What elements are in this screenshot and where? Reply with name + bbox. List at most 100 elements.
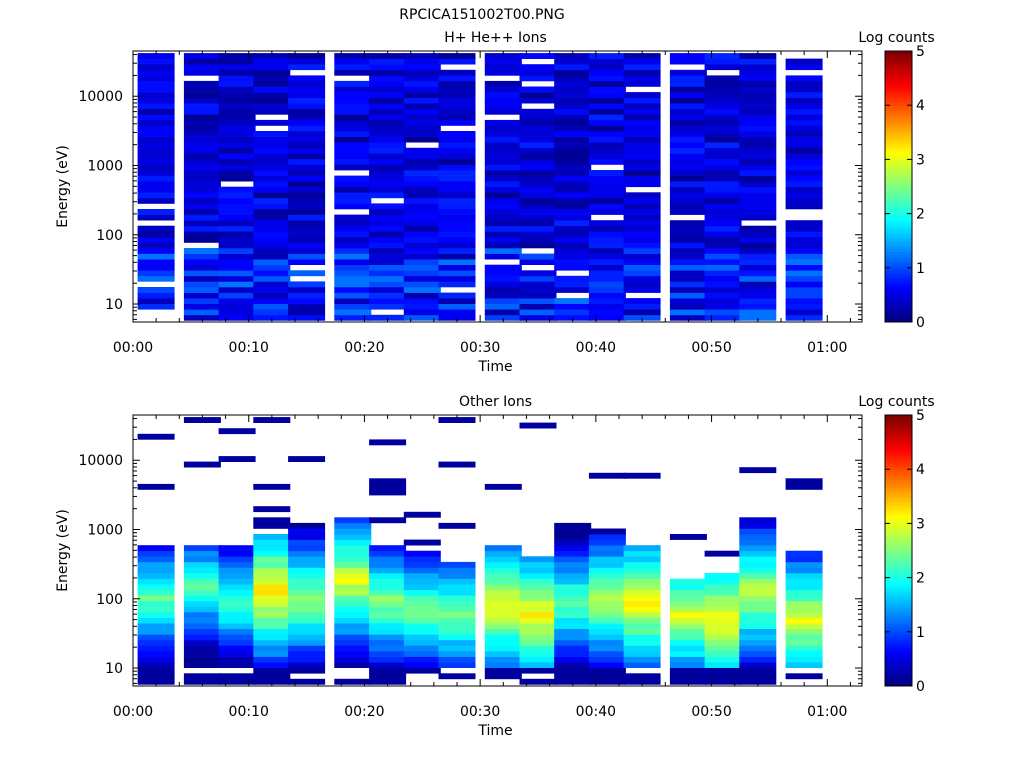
x-tick-label: 00:50 bbox=[691, 340, 731, 356]
heatmap-cell bbox=[484, 314, 522, 321]
heatmap-cell bbox=[519, 147, 557, 154]
colorbar-swatch bbox=[885, 75, 912, 79]
heatmap-cell bbox=[137, 75, 175, 82]
heatmap-cell bbox=[253, 253, 291, 260]
colorbar-swatch bbox=[885, 650, 912, 654]
heatmap-cell bbox=[137, 606, 175, 613]
heatmap-cell bbox=[554, 97, 592, 104]
heatmap-cell bbox=[403, 253, 441, 260]
heatmap-cell bbox=[519, 181, 557, 188]
heatmap-cell bbox=[218, 259, 256, 265]
colorbar-swatch bbox=[885, 246, 912, 250]
heatmap-cell bbox=[669, 175, 707, 182]
heatmap-cell bbox=[704, 634, 742, 641]
heatmap-cell bbox=[588, 472, 626, 479]
heatmap-cell bbox=[739, 281, 777, 288]
heatmap-cell bbox=[588, 153, 626, 160]
heatmap-cell bbox=[739, 53, 777, 59]
heatmap-cell bbox=[438, 153, 476, 160]
colorbar-swatch bbox=[885, 485, 912, 489]
heatmap-cell bbox=[785, 259, 823, 265]
heatmap-cell bbox=[669, 673, 707, 680]
heatmap-cell bbox=[137, 142, 175, 149]
heatmap-cell bbox=[519, 314, 557, 321]
heatmap-cell bbox=[369, 606, 407, 613]
heatmap-cell bbox=[369, 248, 407, 254]
heatmap-cell bbox=[704, 86, 742, 93]
colorbar-swatch bbox=[885, 561, 912, 565]
heatmap-cell bbox=[218, 645, 256, 652]
heatmap-cell bbox=[554, 567, 592, 574]
heatmap-cell bbox=[588, 192, 626, 199]
heatmap-cell bbox=[554, 281, 592, 288]
heatmap-cell bbox=[218, 214, 256, 221]
heatmap-cell bbox=[253, 92, 291, 98]
heatmap-cell bbox=[334, 108, 372, 115]
heatmap-cell bbox=[334, 539, 372, 546]
heatmap-cell bbox=[623, 92, 661, 98]
heatmap-cell bbox=[785, 75, 823, 82]
heatmap-cell bbox=[334, 197, 372, 204]
heatmap-cell bbox=[519, 69, 557, 76]
heatmap-cell bbox=[183, 461, 221, 468]
heatmap-cell bbox=[218, 634, 256, 641]
heatmap-cell bbox=[369, 561, 407, 568]
heatmap-cell bbox=[218, 589, 256, 596]
heatmap-cell bbox=[438, 461, 476, 468]
heatmap-cell bbox=[137, 214, 175, 221]
heatmap-cell bbox=[137, 617, 175, 624]
colorbar-swatch bbox=[885, 474, 912, 478]
heatmap-cell bbox=[288, 92, 326, 98]
heatmap-cell bbox=[704, 147, 742, 154]
heatmap-cell bbox=[669, 287, 707, 293]
colorbar-frame bbox=[884, 414, 913, 687]
heatmap-cell bbox=[438, 634, 476, 641]
heatmap-cell bbox=[183, 131, 221, 137]
heatmap-cell bbox=[334, 103, 372, 110]
heatmap-cell bbox=[669, 584, 707, 591]
heatmap-cell bbox=[739, 314, 777, 321]
heatmap-cell bbox=[739, 142, 777, 149]
heatmap-cell bbox=[623, 617, 661, 624]
heatmap-cell bbox=[519, 242, 557, 249]
heatmap-cell bbox=[369, 209, 407, 215]
heatmap-cell bbox=[623, 623, 661, 629]
heatmap-cell bbox=[334, 314, 372, 321]
colorbar-swatch bbox=[885, 148, 912, 152]
heatmap-cell bbox=[519, 556, 557, 563]
heatmap-cell bbox=[334, 86, 372, 93]
heatmap-cell bbox=[554, 197, 592, 204]
heatmap-cell bbox=[588, 545, 626, 552]
heatmap-cell bbox=[183, 281, 221, 288]
heatmap-cell bbox=[137, 584, 175, 591]
heatmap-cell bbox=[334, 175, 372, 182]
heatmap-cell bbox=[253, 651, 291, 657]
heatmap-cell bbox=[588, 645, 626, 652]
heatmap-cell bbox=[288, 595, 326, 602]
heatmap-cell bbox=[623, 573, 661, 579]
heatmap-cell bbox=[623, 651, 661, 657]
heatmap-cell bbox=[739, 153, 777, 160]
colorbar-swatch bbox=[885, 91, 912, 95]
heatmap-cell bbox=[183, 628, 221, 635]
heatmap-cell bbox=[704, 75, 742, 82]
heatmap-cell bbox=[519, 186, 557, 193]
heatmap-cell bbox=[484, 639, 522, 646]
heatmap-cell bbox=[785, 483, 823, 490]
heatmap-cell bbox=[288, 550, 326, 557]
heatmap-cell bbox=[588, 628, 626, 635]
colorbar-swatch bbox=[885, 507, 912, 511]
heatmap-cell bbox=[554, 92, 592, 98]
heatmap-cell bbox=[588, 220, 626, 227]
heatmap-cell bbox=[438, 58, 476, 65]
heatmap-cell bbox=[484, 181, 522, 188]
heatmap-cell bbox=[288, 567, 326, 574]
heatmap-cell bbox=[519, 651, 557, 657]
heatmap-cell bbox=[137, 578, 175, 585]
heatmap-cell bbox=[785, 181, 823, 188]
colorbar-swatch bbox=[885, 444, 912, 448]
colorbar-swatch bbox=[885, 509, 912, 513]
heatmap-cell bbox=[704, 225, 742, 232]
heatmap-cell bbox=[334, 264, 372, 271]
heatmap-cell bbox=[588, 125, 626, 132]
